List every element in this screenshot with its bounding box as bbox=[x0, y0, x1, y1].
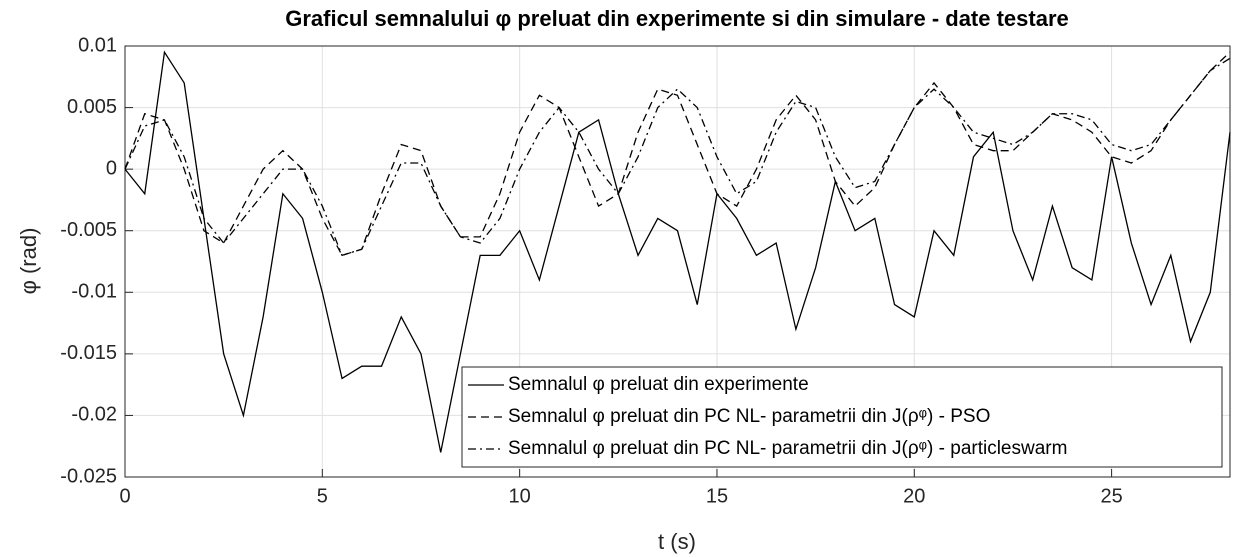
y-tick-label: 0.01 bbox=[78, 34, 117, 56]
y-tick-label: -0.01 bbox=[71, 281, 117, 303]
x-tick-label: 0 bbox=[119, 485, 130, 507]
plot-frame bbox=[124, 45, 1231, 478]
x-tick-label: 25 bbox=[1100, 485, 1122, 507]
x-tick-label: 15 bbox=[706, 485, 728, 507]
y-tick-label: -0.015 bbox=[60, 342, 117, 364]
y-tick-label: -0.02 bbox=[71, 404, 117, 426]
x-axis-label: t (s) bbox=[658, 529, 696, 554]
x-tick-label: 20 bbox=[903, 485, 925, 507]
x-tick-label: 5 bbox=[317, 485, 328, 507]
data-line bbox=[124, 57, 1231, 257]
chart-title: Graficul semnalului φ preluat din experi… bbox=[285, 6, 1069, 31]
y-axis-label: φ (rad) bbox=[16, 228, 41, 295]
y-tick-label: 0.005 bbox=[67, 96, 117, 118]
legend-label: Semnalul φ preluat din PC NL- parametrii… bbox=[508, 406, 990, 427]
legend-box bbox=[461, 366, 1223, 468]
y-tick-label: -0.005 bbox=[60, 219, 117, 241]
x-tick-label: 10 bbox=[509, 485, 531, 507]
y-tick-label: -0.025 bbox=[60, 465, 117, 487]
y-tick-label: 0 bbox=[106, 157, 117, 179]
data-line bbox=[124, 50, 1231, 453]
legend-label: Semnalul φ preluat din PC NL- parametrii… bbox=[508, 438, 1067, 459]
legend-label: Semnalul φ preluat din experimente bbox=[508, 374, 809, 395]
